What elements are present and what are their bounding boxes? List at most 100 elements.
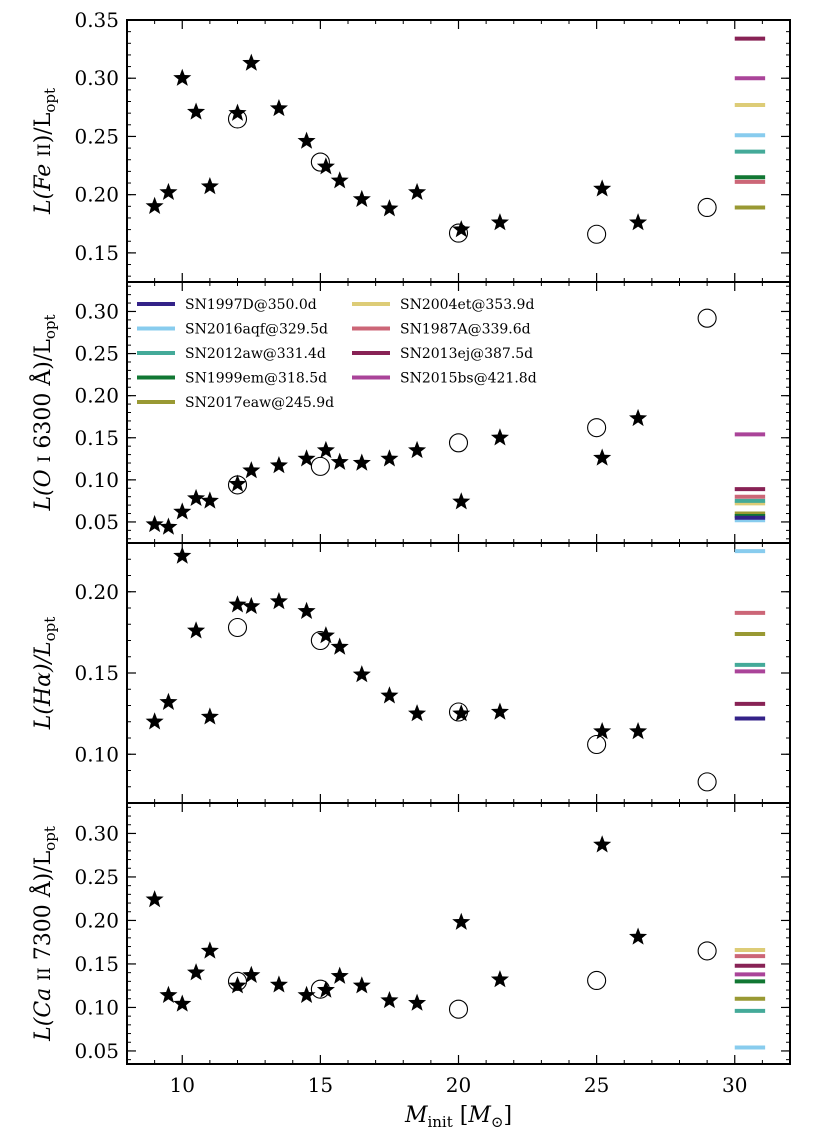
model-star <box>187 488 206 507</box>
model-star <box>316 980 335 998</box>
model-star <box>629 722 648 740</box>
model-star <box>490 970 509 988</box>
model-star <box>269 975 288 993</box>
model-star <box>173 994 192 1012</box>
model-star <box>269 99 288 117</box>
model-star <box>593 835 612 853</box>
model-star <box>490 428 509 446</box>
model-star <box>593 722 612 740</box>
model-star <box>380 449 399 467</box>
x-tick-label: 15 <box>308 1073 333 1097</box>
model-star <box>352 453 371 471</box>
model-star <box>330 452 349 470</box>
model-star <box>242 461 261 479</box>
model-circle <box>448 999 469 1019</box>
model-circle <box>697 197 717 218</box>
model-circle <box>310 456 330 476</box>
x-tick-label: 20 <box>446 1073 471 1097</box>
model-circle <box>448 223 469 243</box>
model-circle <box>697 772 717 792</box>
model-star <box>316 157 335 175</box>
model-star <box>316 626 335 644</box>
y-tick-label: 0.15 <box>74 661 119 685</box>
model-star <box>242 596 261 615</box>
model-star <box>173 546 192 564</box>
legend-label: SN2012aw@331.4d <box>185 346 326 362</box>
y-tick-label: 0.30 <box>74 821 119 845</box>
model-star <box>629 408 648 427</box>
y-tick-label: 0.05 <box>74 1039 119 1063</box>
model-star <box>490 213 509 231</box>
model-circle <box>697 308 717 328</box>
model-star <box>159 985 178 1003</box>
y-tick-label: 0.35 <box>74 8 119 32</box>
model-star <box>187 963 206 981</box>
model-star <box>330 171 349 189</box>
model-star <box>452 220 471 238</box>
model-star <box>269 592 288 610</box>
panel-3: 0.10 0.15 0.20 L(Hα)/Lopt <box>31 542 791 804</box>
y-axis-label: L(O I 6300 Å)/Lopt <box>28 314 59 511</box>
model-star <box>330 637 349 655</box>
y-tick-label: 0.25 <box>74 865 119 889</box>
y-tick-label: 0.15 <box>74 426 119 450</box>
model-star <box>297 601 316 619</box>
y-tick-label: 0.10 <box>74 468 119 492</box>
model-star <box>593 179 612 197</box>
legend-label: SN1997D@350.0d <box>185 297 317 313</box>
model-star <box>408 182 427 201</box>
legend-label: SN1987A@339.6d <box>400 322 531 338</box>
model-star <box>159 517 178 535</box>
model-star <box>187 102 206 120</box>
model-star <box>352 976 371 994</box>
x-tick-label: 25 <box>584 1073 609 1097</box>
model-star <box>145 196 164 214</box>
model-star <box>408 704 427 722</box>
model-star <box>200 941 219 959</box>
axes-frame <box>126 542 791 804</box>
model-star <box>352 189 371 208</box>
y-axis-label: L(Fe II)/Lopt <box>31 88 59 215</box>
y-axis-label: L(Ca II 7300 Å)/Lopt <box>28 826 59 1042</box>
y-tick-label: 0.15 <box>74 241 119 265</box>
model-circle <box>448 433 469 453</box>
model-star <box>380 990 399 1009</box>
model-star <box>297 131 316 149</box>
y-tick-label: 0.30 <box>74 66 119 90</box>
model-star <box>159 182 178 201</box>
model-star <box>297 985 316 1003</box>
y-tick-label: 0.10 <box>74 995 119 1019</box>
model-star <box>187 621 206 639</box>
model-circle <box>310 152 330 172</box>
legend-label: SN2013ej@387.5d <box>400 346 533 362</box>
model-star <box>452 912 471 930</box>
model-star <box>452 704 471 722</box>
model-star <box>228 976 247 994</box>
model-star <box>228 103 247 121</box>
panel-4: 0.05 0.10 0.15 0.20 0.25 0.30 L(Ca II 7300 Å)/… <box>28 802 791 1065</box>
model-star <box>145 514 164 533</box>
model-circle <box>587 734 607 755</box>
x-tick-label: 30 <box>722 1073 747 1097</box>
panel-2: 0.05 0.10 0.15 0.20 0.25 0.30 L(O I 6300 Å)/Lo… <box>28 281 791 544</box>
model-star <box>297 449 316 467</box>
model-star <box>173 68 192 86</box>
model-star <box>228 474 247 492</box>
model-star <box>452 492 471 510</box>
model-star <box>408 993 427 1011</box>
model-circle <box>227 617 248 638</box>
y-tick-label: 0.05 <box>74 510 119 534</box>
model-star <box>200 707 219 725</box>
model-star <box>145 712 164 730</box>
model-star <box>629 927 648 945</box>
model-star <box>200 177 219 195</box>
model-circle <box>587 418 607 438</box>
model-star <box>269 456 288 474</box>
y-tick-label: 0.30 <box>74 299 119 323</box>
legend-label: SN2017eaw@245.9d <box>185 395 334 411</box>
axes-frame <box>126 802 791 1065</box>
model-star <box>200 491 219 509</box>
model-star <box>145 890 164 908</box>
model-star <box>228 595 247 613</box>
